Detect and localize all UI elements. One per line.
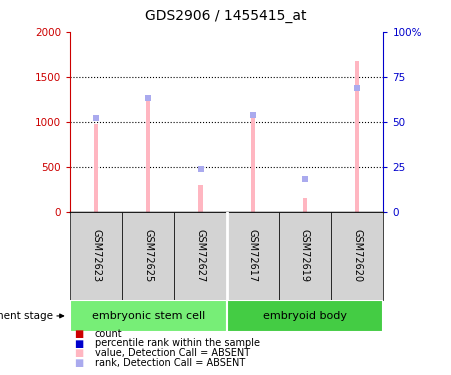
Text: value, Detection Call = ABSENT: value, Detection Call = ABSENT: [95, 348, 250, 358]
Bar: [122, 212, 175, 300]
Bar: [70, 212, 122, 300]
Text: embryonic stem cell: embryonic stem cell: [92, 311, 205, 321]
Text: GSM72619: GSM72619: [300, 230, 310, 282]
Text: rank, Detection Call = ABSENT: rank, Detection Call = ABSENT: [95, 358, 245, 368]
Bar: [94, 124, 98, 212]
Bar: [175, 212, 226, 300]
Text: GSM72625: GSM72625: [143, 229, 153, 283]
Text: development stage: development stage: [0, 311, 53, 321]
Text: ■: ■: [74, 358, 84, 368]
Bar: [198, 185, 202, 212]
Text: GDS2906 / 1455415_at: GDS2906 / 1455415_at: [145, 9, 306, 23]
Text: GSM72620: GSM72620: [352, 230, 362, 282]
Bar: [226, 212, 279, 300]
Bar: [279, 212, 331, 300]
Bar: [355, 61, 359, 212]
Text: percentile rank within the sample: percentile rank within the sample: [95, 339, 260, 348]
Text: count: count: [95, 329, 122, 339]
Bar: [331, 212, 383, 300]
Text: GSM72617: GSM72617: [248, 230, 258, 282]
Text: embryoid body: embryoid body: [263, 311, 347, 321]
Text: GSM72627: GSM72627: [195, 229, 206, 283]
Bar: [226, 300, 383, 332]
Bar: [251, 117, 255, 212]
Bar: [146, 101, 150, 212]
Bar: [70, 300, 226, 332]
Bar: [303, 198, 307, 212]
Text: ■: ■: [74, 348, 84, 358]
Text: ■: ■: [74, 329, 84, 339]
Text: ■: ■: [74, 339, 84, 348]
Text: GSM72623: GSM72623: [91, 230, 101, 282]
